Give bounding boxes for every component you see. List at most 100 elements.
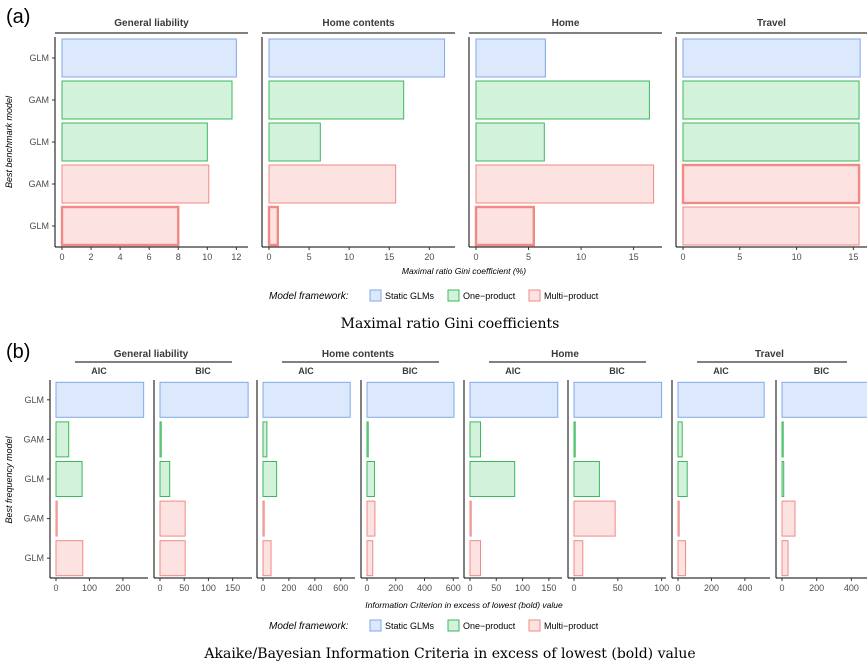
panel-a-ylabel: Best benchmark model [4,95,14,188]
bar [469,421,482,458]
group-title: Travel [755,349,784,360]
x-tick-label: 200 [809,583,824,593]
y-tick-label: GLM [24,553,44,563]
bar [268,122,321,162]
x-tick-label: 0 [59,252,64,262]
bar [268,38,446,78]
facet-title: Travel [757,18,786,29]
facet-title: AIC [298,366,314,376]
x-tick-label: 0 [260,583,265,593]
bar [55,461,83,497]
bar [475,80,650,120]
bar [159,381,249,418]
y-tick-label: GLM [29,137,49,147]
y-tick-label: GLM [24,474,44,484]
x-tick-label: 0 [157,583,162,593]
bar [267,205,280,247]
legend-title: Model framework: [269,291,349,302]
x-tick-label: 0 [571,583,576,593]
y-tick-label: GLM [29,221,49,231]
bar [366,461,375,497]
x-tick-label: 0 [53,583,58,593]
x-tick-label: 50 [179,583,189,593]
group-title: Home contents [322,349,395,360]
facet-title: BIC [814,366,830,376]
x-tick-label: 600 [446,583,461,593]
panel-a-caption: Maximal ratio Gini coefficients [341,316,560,332]
bar [469,461,516,497]
x-tick-label: 0 [364,583,369,593]
bar [366,381,455,418]
bar [55,421,70,458]
bar [573,421,576,458]
x-tick-label: 15 [848,252,858,262]
facet-title: BIC [609,366,625,376]
bar [682,80,860,120]
bar [781,540,789,577]
panel-b-ylabel: Best frequency model [4,435,14,523]
x-tick-label: 5 [737,252,742,262]
x-tick-label: 5 [526,252,531,262]
group-title: General liability [114,349,189,360]
x-tick-label: 0 [675,583,680,593]
bar [475,164,655,204]
bar [60,205,180,247]
x-tick-label: 10 [202,252,212,262]
x-tick-label: 0 [467,583,472,593]
panel-b-legend: Model framework: Static GLMs One−product Mu… [269,619,599,632]
bar [677,421,683,458]
x-tick-label: 400 [417,583,432,593]
bar [268,80,405,120]
y-tick-label: GLM [29,53,49,63]
x-tick-label: 200 [281,583,296,593]
bar [61,80,233,120]
facet-title: AIC [713,366,729,376]
panel-a-legend: Model framework: Static GLMs One−product Mu… [269,289,599,302]
x-tick-label: 400 [737,583,752,593]
y-tick-label: GAM [23,514,44,524]
facet-title: AIC [91,366,107,376]
bar [366,500,376,537]
facet-title: General liability [114,18,189,29]
bar [474,205,535,247]
bar [573,461,600,497]
legend-swatch-one [447,289,460,302]
y-tick-label: GAM [23,434,44,444]
x-tick-label: 2 [89,252,94,262]
x-tick-label: 50 [491,583,501,593]
facet-title: Home [552,18,580,29]
x-tick-label: 100 [82,583,97,593]
x-tick-label: 50 [613,583,623,593]
bar [469,540,482,577]
panel-a-xlabel: Maximal ratio Gini coefficient (%) [402,266,526,276]
bar [262,500,265,537]
x-tick-label: 15 [629,252,639,262]
x-tick-label: 0 [680,252,685,262]
bar [681,163,861,205]
bar [61,38,237,78]
x-tick-label: 400 [307,583,322,593]
bar [781,381,867,418]
bar [262,461,278,497]
x-tick-label: 20 [424,252,434,262]
bar [366,540,374,577]
bar [159,421,162,458]
x-tick-label: 5 [307,252,312,262]
bar [262,540,272,577]
x-tick-label: 150 [541,583,556,593]
legend-label-one: One−product [463,621,516,631]
bar [469,500,472,537]
x-tick-label: 600 [333,583,348,593]
bar [677,381,765,418]
bar [159,500,186,537]
legend-title: Model framework: [269,621,349,632]
bar [469,381,559,418]
legend-swatch-multi [528,289,541,302]
bar [55,540,84,577]
x-tick-label: 200 [704,583,719,593]
legend-label-static: Static GLMs [385,291,435,301]
bar [61,122,208,162]
legend-label-one: One−product [463,291,516,301]
x-tick-label: 100 [515,583,530,593]
legend-label-multi: Multi−product [544,291,599,301]
